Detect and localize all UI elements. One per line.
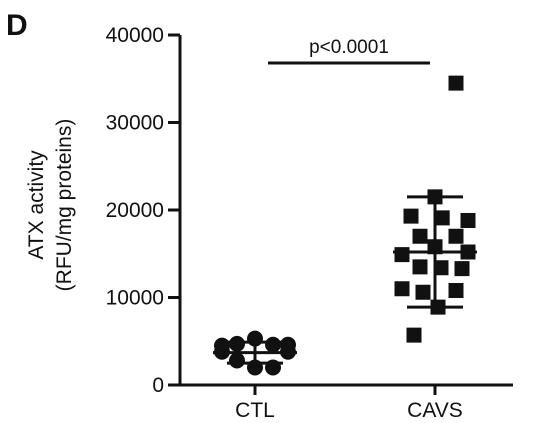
y-axis-title-line-2: (RFU/mg proteins) bbox=[53, 119, 76, 292]
y-tick-label: 0 bbox=[152, 374, 164, 397]
cavs-data-point bbox=[406, 327, 422, 343]
x-tick-label: CTL bbox=[235, 399, 275, 422]
p-value-label: p<0.0001 bbox=[309, 37, 389, 58]
cavs-data-point bbox=[394, 247, 410, 263]
cavs-data-point bbox=[430, 299, 446, 315]
ctl-data-point bbox=[265, 359, 281, 376]
cavs-data-point bbox=[454, 261, 470, 277]
y-tick-label: 30000 bbox=[106, 112, 164, 135]
data-points bbox=[214, 75, 476, 376]
cavs-data-point bbox=[427, 239, 443, 255]
y-axis-title: ATX activity (RFU/mg proteins) bbox=[25, 119, 76, 292]
cavs-data-point bbox=[460, 244, 476, 260]
x-tick-label: CAVS bbox=[407, 399, 463, 422]
cavs-data-point bbox=[427, 189, 443, 205]
ctl-data-point bbox=[280, 343, 296, 360]
cavs-data-point bbox=[403, 208, 419, 224]
cavs-data-point bbox=[433, 260, 449, 276]
cavs-data-point bbox=[460, 213, 476, 228]
cavs-data-point bbox=[412, 228, 428, 244]
y-axis-title-line-1: ATX activity bbox=[25, 150, 48, 260]
y-tick-label: 20000 bbox=[106, 199, 164, 222]
y-tick-label: 10000 bbox=[106, 287, 164, 310]
cavs-data-point bbox=[448, 228, 464, 244]
cavs-data-point bbox=[412, 259, 428, 275]
x-ticks: CTL CAVS bbox=[235, 385, 463, 422]
ctl-data-point bbox=[247, 330, 263, 347]
ctl-data-point bbox=[229, 335, 245, 352]
ctl-data-point bbox=[229, 352, 245, 369]
ctl-data-point bbox=[247, 359, 263, 376]
y-ticks: 0 10000 20000 30000 40000 bbox=[106, 24, 180, 397]
y-tick-label: 40000 bbox=[106, 24, 164, 47]
cavs-data-point bbox=[415, 284, 431, 300]
significance-annotations: p<0.0001 bbox=[268, 37, 430, 65]
cavs-data-point bbox=[394, 281, 410, 297]
cavs-data-point bbox=[434, 210, 450, 226]
ctl-data-point bbox=[265, 336, 281, 353]
cavs-data-point bbox=[448, 283, 464, 298]
panel-label: D bbox=[6, 9, 28, 42]
ctl-data-point bbox=[214, 343, 230, 360]
cavs-data-point bbox=[448, 75, 464, 91]
